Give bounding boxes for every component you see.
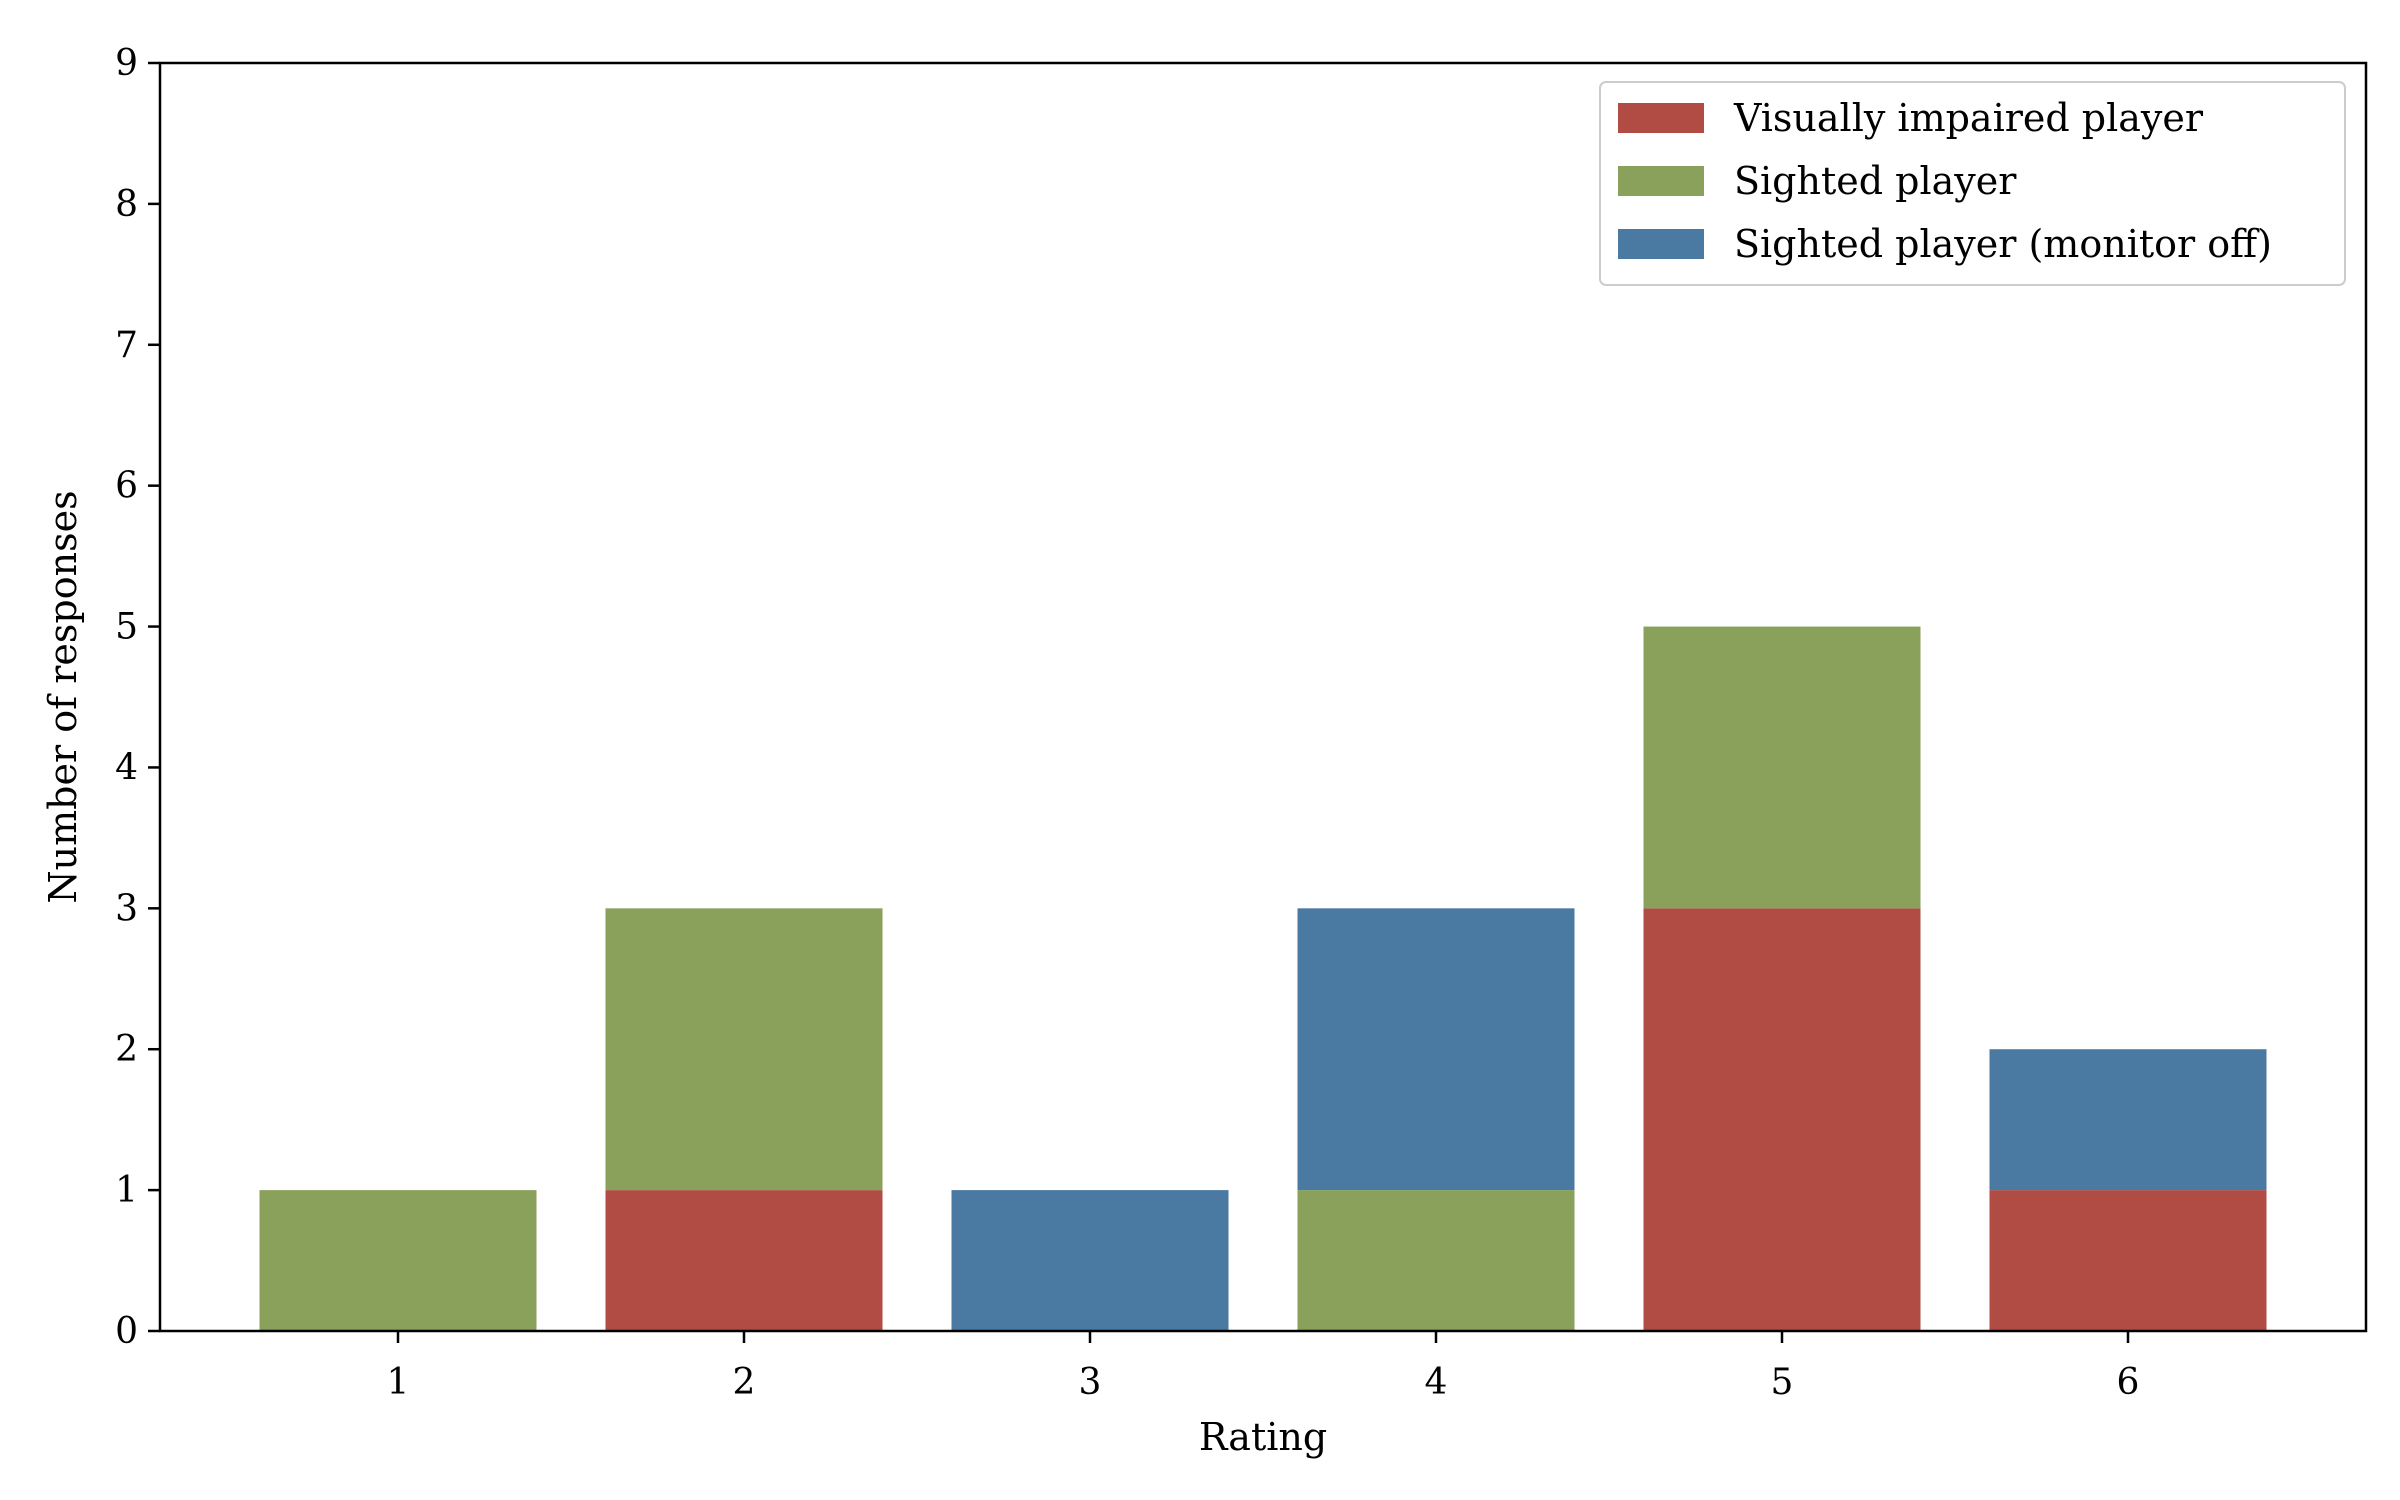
legend-swatch-1 (1618, 166, 1704, 196)
bar-6-series-2 (1989, 1049, 2267, 1191)
x-axis-label: Rating (1199, 1415, 1327, 1459)
y-tick-label: 6 (115, 466, 138, 507)
bar-3-series-2 (951, 1190, 1229, 1331)
y-axis-ticks: 0 1 2 3 4 5 6 7 8 9 (115, 43, 160, 1352)
x-tick-label: 3 (1079, 1362, 1102, 1403)
y-tick-label: 1 (115, 1170, 138, 1211)
y-tick-label: 7 (115, 325, 138, 366)
x-tick-label: 2 (733, 1362, 756, 1403)
bar-5-series-0 (1643, 908, 1921, 1331)
legend-label-0: Visually impaired player (1733, 96, 2204, 140)
bars-layer (259, 626, 2267, 1331)
bar-5-series-1 (1643, 626, 1921, 909)
x-tick-label: 6 (2117, 1362, 2140, 1403)
y-tick-label: 5 (115, 607, 138, 648)
x-tick-label: 5 (1771, 1362, 1794, 1403)
bar-2-series-1 (605, 908, 883, 1191)
y-axis-label: Number of responses (41, 490, 85, 903)
y-tick-label: 3 (115, 888, 138, 929)
y-tick-label: 2 (115, 1029, 138, 1070)
bar-4-series-1 (1297, 1190, 1575, 1331)
legend: Visually impaired player Sighted player Si… (1599, 81, 2346, 286)
bar-1-series-1 (259, 1190, 537, 1331)
legend-items: Visually impaired player Sighted player Si… (1618, 96, 2272, 266)
x-tick-label: 4 (1425, 1362, 1448, 1403)
y-tick-label: 0 (115, 1311, 138, 1352)
x-tick-label: 1 (387, 1362, 410, 1403)
legend-swatch-2 (1618, 229, 1704, 259)
bar-4-series-2 (1297, 908, 1575, 1191)
y-tick-label: 9 (115, 43, 138, 84)
legend-frame (1599, 81, 2346, 286)
y-tick-label: 4 (115, 747, 138, 788)
legend-label-1: Sighted player (1734, 159, 2017, 203)
legend-swatch-0 (1618, 103, 1704, 133)
bar-6-series-0 (1989, 1190, 2267, 1331)
plot-frame (158, 61, 2368, 1333)
y-tick-label: 8 (115, 184, 138, 225)
legend-label-2: Sighted player (monitor off) (1734, 222, 2272, 266)
x-axis-ticks: 1 2 3 4 5 6 (387, 1331, 2140, 1403)
bar-2-series-0 (605, 1190, 883, 1331)
